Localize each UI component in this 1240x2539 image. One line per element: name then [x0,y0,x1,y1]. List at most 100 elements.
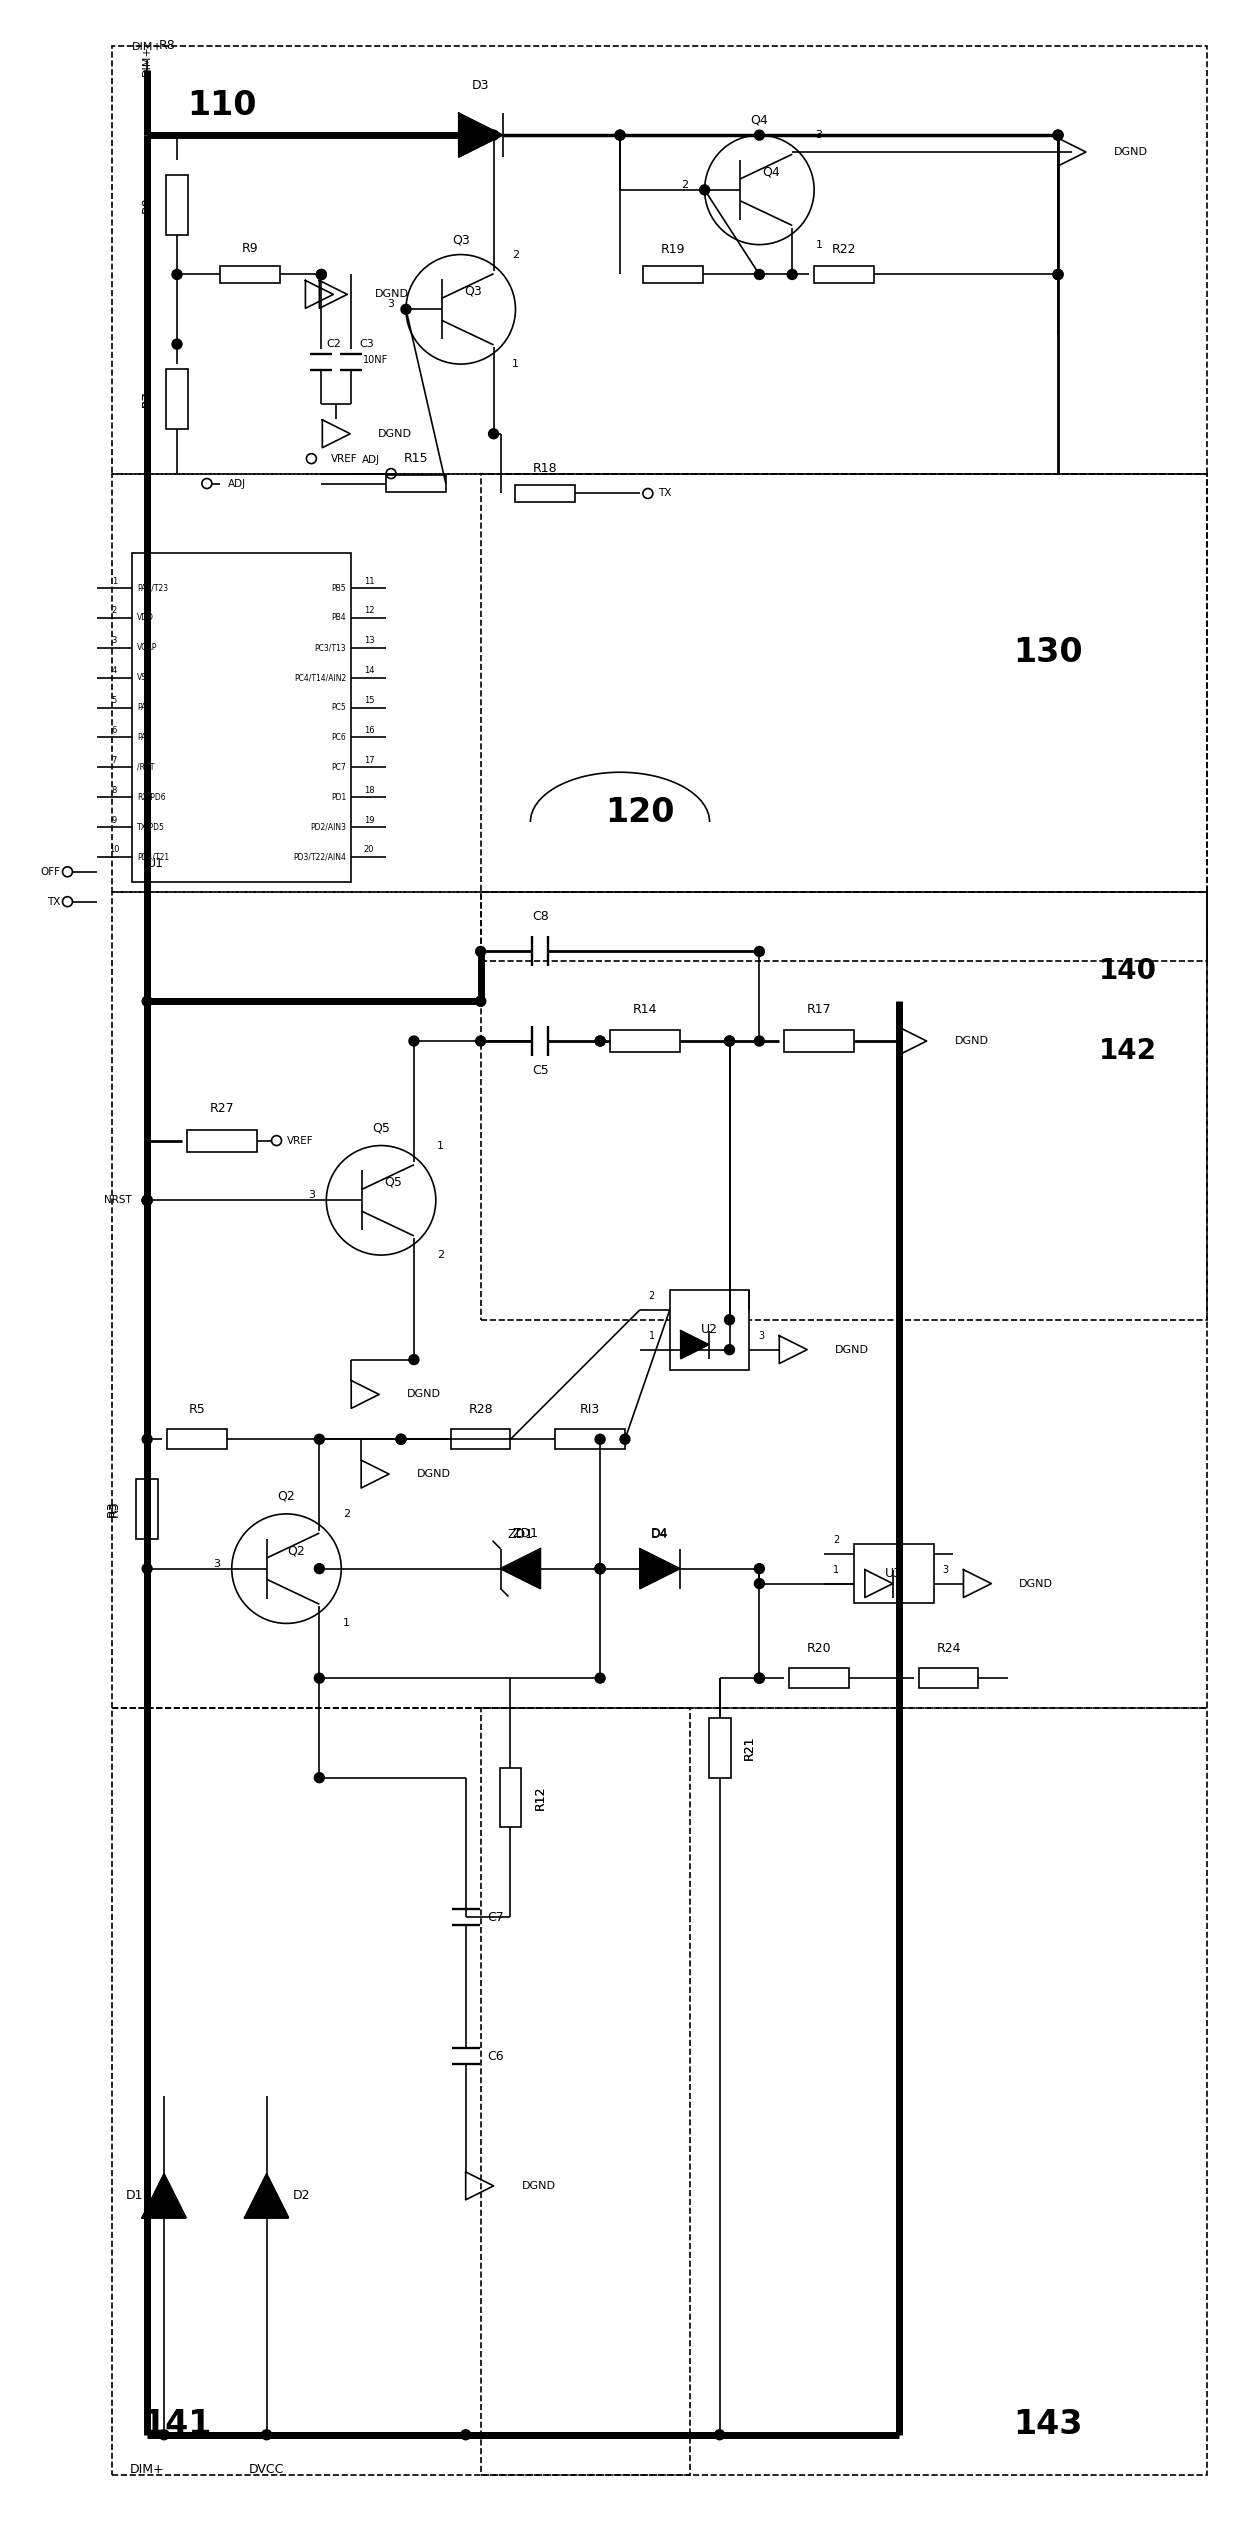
Text: 19: 19 [363,815,374,825]
Circle shape [396,1435,405,1445]
Bar [670,1290,749,1369]
Polygon shape [640,1549,680,1589]
Text: NRST: NRST [104,1196,133,1206]
Text: C6: C6 [487,2049,505,2064]
Text: PA3/T23: PA3/T23 [138,584,169,592]
Bar [167,1429,227,1450]
Circle shape [476,995,486,1005]
Text: 130: 130 [1013,637,1083,670]
Text: DVCC: DVCC [249,2463,284,2476]
Bar [166,368,188,429]
Polygon shape [501,1549,541,1589]
Text: 2: 2 [649,1290,655,1300]
Text: TX/PD5: TX/PD5 [138,823,165,830]
Text: R21: R21 [743,1737,756,1760]
Text: U3: U3 [885,1567,903,1579]
Text: R24: R24 [936,1643,961,1655]
Text: PC7: PC7 [331,762,346,772]
Circle shape [172,340,182,350]
Text: VCAP: VCAP [138,642,157,653]
Circle shape [143,1564,153,1574]
Text: R17: R17 [807,1003,831,1016]
Text: 1: 1 [833,1564,839,1574]
Text: 5: 5 [112,696,117,706]
Text: 1: 1 [438,1140,444,1150]
Text: R19: R19 [661,244,684,256]
Text: 10: 10 [109,845,119,856]
Text: 2: 2 [112,607,117,614]
Text: 2: 2 [342,1508,350,1518]
Text: R28: R28 [469,1404,494,1417]
Text: C5: C5 [532,1064,549,1077]
Text: C3: C3 [360,340,374,350]
Circle shape [315,1564,325,1574]
Text: DIM+: DIM+ [131,43,162,53]
Bar [708,1719,730,1777]
Bar [500,1767,522,1828]
Text: ZD1: ZD1 [507,1528,533,1541]
Text: R9: R9 [242,241,258,254]
Circle shape [461,2430,471,2440]
Text: 143: 143 [1013,2410,1083,2443]
Text: 20: 20 [363,845,374,856]
Circle shape [262,2430,272,2440]
Text: 1: 1 [649,1330,655,1341]
Text: D4: D4 [651,1528,668,1541]
Bar [136,1480,157,1539]
Circle shape [754,1036,764,1046]
Text: 140: 140 [1099,957,1157,985]
Text: 1: 1 [112,576,117,587]
Bar [642,267,703,284]
Circle shape [754,269,764,279]
Text: R22: R22 [832,244,857,256]
Text: DGND: DGND [417,1470,451,1480]
Circle shape [754,129,764,140]
Text: 2: 2 [438,1249,444,1259]
Text: Q2: Q2 [288,1544,305,1556]
Text: VREF: VREF [331,454,358,465]
Circle shape [409,1036,419,1046]
Bar [481,1709,1208,2476]
Text: PC6: PC6 [331,734,346,741]
Circle shape [1053,269,1063,279]
Text: RI3: RI3 [580,1404,600,1417]
Circle shape [724,1036,734,1046]
Circle shape [615,129,625,140]
Text: DGND: DGND [955,1036,988,1046]
Circle shape [476,1036,486,1046]
Text: D1: D1 [125,2189,143,2201]
Circle shape [409,1356,419,1363]
Circle shape [595,1673,605,1683]
Circle shape [401,305,410,315]
Circle shape [143,1435,153,1445]
Text: PD1: PD1 [331,792,346,802]
Circle shape [476,995,486,1005]
Circle shape [489,129,498,140]
Circle shape [316,269,326,279]
Circle shape [595,1564,605,1574]
Circle shape [615,129,625,140]
Text: PD4/T21: PD4/T21 [138,853,170,861]
Circle shape [724,1346,734,1356]
Circle shape [316,269,326,279]
Circle shape [595,1036,605,1046]
Text: R27: R27 [210,1102,234,1115]
Text: D2: D2 [293,2189,310,2201]
Text: C7: C7 [487,1909,505,1925]
Text: DIM+: DIM+ [143,46,153,76]
Bar [919,1668,978,1688]
Bar [854,1544,934,1605]
Circle shape [754,1579,764,1589]
Text: DGND: DGND [522,2181,556,2191]
Text: 10NF: 10NF [363,355,388,366]
Circle shape [143,1196,153,1206]
Text: 3: 3 [112,637,117,645]
Polygon shape [143,2173,186,2217]
Circle shape [315,1435,325,1445]
Bar [219,267,279,284]
Text: 1: 1 [816,239,822,249]
Bar [610,1031,680,1051]
Text: 12: 12 [363,607,374,614]
Text: 18: 18 [363,785,374,795]
Text: Q3: Q3 [464,284,481,297]
